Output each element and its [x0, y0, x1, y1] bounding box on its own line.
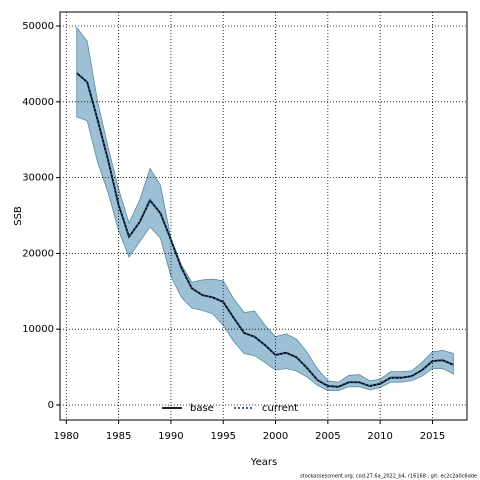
- x-tick-label: 2000: [263, 431, 288, 442]
- plot-frame: [59, 11, 468, 421]
- y-tick-label: 0: [48, 400, 54, 411]
- y-tick-label: 50000: [22, 21, 54, 32]
- x-tick-label: 1995: [210, 431, 235, 442]
- x-tick-label: 1980: [54, 431, 79, 442]
- x-tick-label: 1990: [158, 431, 183, 442]
- legend-label: current: [262, 403, 298, 414]
- y-tick-label: 30000: [22, 173, 54, 184]
- series-line: [76, 72, 454, 388]
- y-tick-label: 20000: [22, 248, 54, 259]
- confidence-band: [76, 26, 454, 391]
- y-tick-label: 40000: [22, 97, 54, 108]
- footer: stockassessment.org, cod.27.6a_2022_b4, …: [300, 474, 477, 480]
- legend-label: base: [190, 403, 214, 414]
- x-tick-label: 2010: [367, 431, 392, 442]
- x-tick-label: 1985: [106, 431, 131, 442]
- y-axis-label: SSB: [13, 206, 24, 226]
- x-tick-label: 2005: [315, 431, 340, 442]
- x-tick-label: 2015: [420, 431, 445, 442]
- x-axis-label: Years: [250, 457, 277, 468]
- y-tick-label: 10000: [22, 324, 54, 335]
